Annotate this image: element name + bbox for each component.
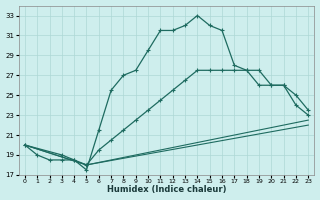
X-axis label: Humidex (Indice chaleur): Humidex (Indice chaleur): [107, 185, 226, 194]
